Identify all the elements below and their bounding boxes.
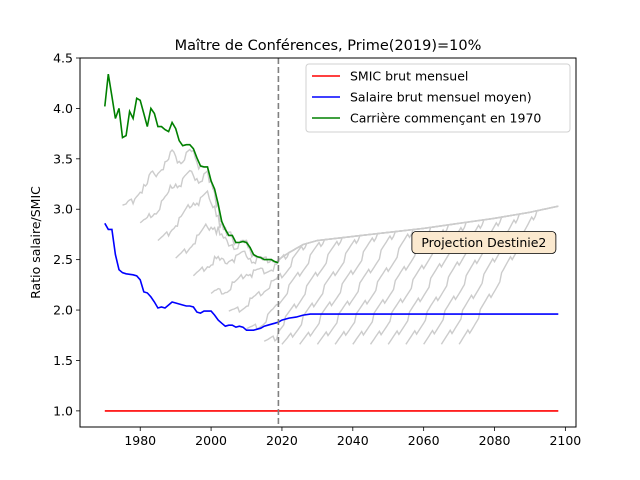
- series-lines: [104, 73, 559, 412]
- x-tick-label: 2100: [549, 433, 581, 448]
- series-line-2: [104, 73, 279, 264]
- annotation-box: [411, 231, 557, 254]
- cohort-line: [423, 205, 559, 345]
- cohort-line: [192, 237, 336, 277]
- x-tick-label: 1980: [124, 433, 156, 448]
- cohort-projection-line: [277, 205, 559, 261]
- chart-title: Maître de Conférences, Prime(2019)=10%: [175, 38, 482, 54]
- y-tick-label: 3.0: [53, 202, 73, 217]
- y-tick-label: 3.5: [53, 151, 73, 166]
- y-tick-label: 2.5: [53, 252, 73, 267]
- legend-label-1: Salaire brut mensuel moyen): [350, 90, 532, 105]
- x-axis-ticks: 1980 2000 2020 2040 2060 2080 2100: [124, 427, 581, 448]
- cohort-line: [139, 169, 283, 264]
- legend-label-0: SMIC brut mensuel: [350, 69, 468, 84]
- legend: SMIC brut mensuel Salaire brut mensuel mo…: [305, 63, 571, 133]
- cohort-line: [281, 227, 424, 345]
- legend-label-2: Carrière commençant en 1970: [350, 111, 541, 126]
- y-axis-ticks: 1.0 1.5 2.0 2.5 3.0 3.5 4.0 4.5: [53, 51, 80, 418]
- y-tick-label: 2.0: [53, 303, 73, 318]
- y-tick-label: 4.5: [53, 51, 73, 66]
- y-tick-label: 1.5: [53, 353, 73, 368]
- x-tick-label: 2040: [337, 433, 369, 448]
- y-tick-label: 1.0: [53, 403, 73, 418]
- x-tick-label: 2080: [479, 433, 511, 448]
- x-tick-label: 2060: [408, 433, 440, 448]
- y-axis-label: Ratio salaire/SMIC: [28, 186, 43, 299]
- annotation-text: Projection Destinie2: [421, 235, 546, 250]
- projection-annotation: Projection Destinie2: [411, 231, 557, 254]
- plot-frame: [79, 57, 577, 428]
- x-tick-label: 2000: [195, 433, 227, 448]
- x-tick-label: 2020: [266, 433, 298, 448]
- y-tick-label: 4.0: [53, 101, 73, 116]
- legend-box: [305, 63, 571, 133]
- series-line-1: [104, 222, 559, 332]
- cohort-line: [440, 205, 559, 345]
- cohort-line: [458, 205, 559, 345]
- cohort-line: [405, 207, 548, 345]
